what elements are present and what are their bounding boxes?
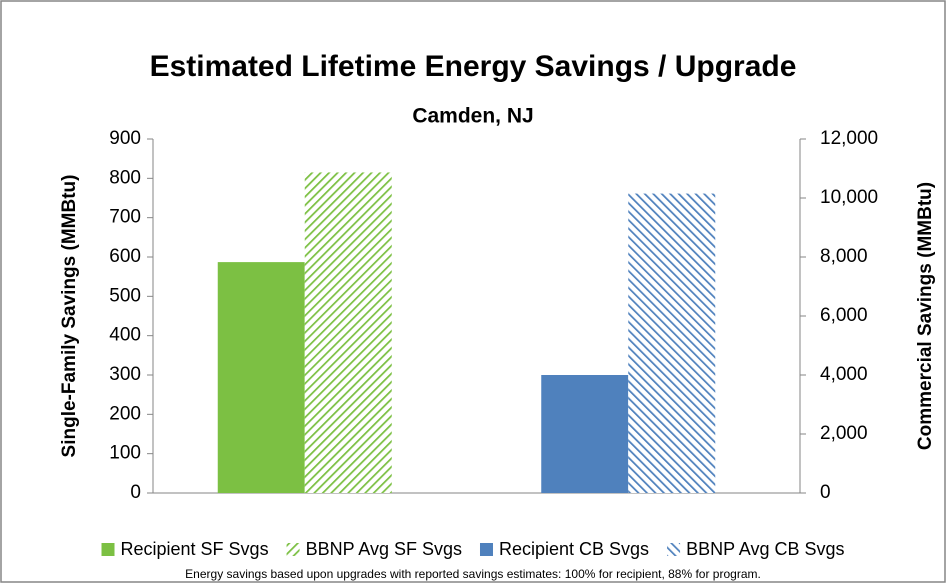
y2-axis-title: Commercial Savings (MMBtu) xyxy=(915,182,936,450)
legend-swatch xyxy=(101,543,115,556)
y-tick-label: 800 xyxy=(109,167,141,188)
y-tick-label: 100 xyxy=(109,443,141,464)
y2-tick-label: 8,000 xyxy=(820,246,868,267)
y-tick-label: 200 xyxy=(109,403,141,424)
y2-tick-label: 12,000 xyxy=(820,128,878,149)
legend-label: Recipient SF Svgs xyxy=(121,539,269,559)
bar xyxy=(628,193,716,493)
y-tick-label: 0 xyxy=(130,482,141,503)
legend-swatch xyxy=(286,543,300,556)
y-axis-title: Single-Family Savings (MMBtu) xyxy=(59,175,80,458)
y-tick-label: 700 xyxy=(109,207,141,228)
y-tick-label: 600 xyxy=(109,246,141,267)
bar xyxy=(304,172,392,493)
legend: Recipient SF Svgs BBNP Avg SF Svgs Recipie… xyxy=(101,539,844,559)
chart-title: Estimated Lifetime Energy Savings / Upgr… xyxy=(150,50,797,83)
y2-tick-label: 2,000 xyxy=(820,423,868,444)
bar xyxy=(541,375,629,493)
y-tick-label: 300 xyxy=(109,364,141,385)
y-tick-label: 900 xyxy=(109,128,141,149)
bar xyxy=(217,262,305,493)
chart-subtitle: Camden, NJ xyxy=(412,105,533,128)
y-tick-label: 400 xyxy=(109,325,141,346)
legend-label: BBNP Avg SF Svgs xyxy=(306,539,462,559)
legend-swatch xyxy=(479,543,493,556)
y2-tick-label: 6,000 xyxy=(820,305,868,326)
footnote: Energy savings based upon upgrades with … xyxy=(185,567,761,581)
y2-tick-label: 4,000 xyxy=(820,364,868,385)
y2-tick-label: 0 xyxy=(820,482,831,503)
y2-tick-label: 10,000 xyxy=(820,187,878,208)
y-tick-label: 500 xyxy=(109,285,141,306)
legend-label: BBNP Avg CB Svgs xyxy=(686,539,844,559)
legend-label: Recipient CB Svgs xyxy=(499,539,649,559)
legend-swatch xyxy=(667,543,681,556)
